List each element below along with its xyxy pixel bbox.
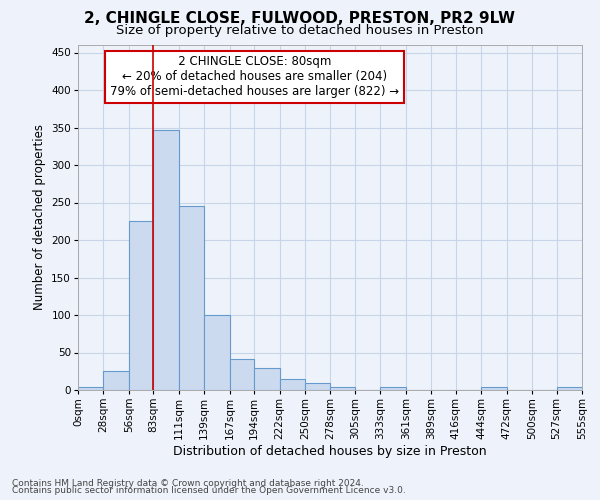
- Bar: [254, 368, 280, 390]
- Y-axis label: Number of detached properties: Number of detached properties: [33, 124, 46, 310]
- Bar: [331, 387, 355, 390]
- Text: Contains HM Land Registry data © Crown copyright and database right 2024.: Contains HM Land Registry data © Crown c…: [12, 478, 364, 488]
- Bar: [305, 382, 331, 390]
- Bar: [280, 379, 305, 390]
- Bar: [204, 315, 230, 390]
- Text: 2, CHINGLE CLOSE, FULWOOD, PRESTON, PR2 9LW: 2, CHINGLE CLOSE, FULWOOD, PRESTON, PR2 …: [85, 11, 515, 26]
- Text: 2 CHINGLE CLOSE: 80sqm   
← 20% of detached houses are smaller (204)
79% of semi: 2 CHINGLE CLOSE: 80sqm ← 20% of detached…: [110, 56, 399, 98]
- Text: Contains public sector information licensed under the Open Government Licence v3: Contains public sector information licen…: [12, 486, 406, 495]
- Bar: [129, 221, 154, 390]
- Bar: [380, 387, 406, 390]
- Bar: [557, 387, 582, 390]
- Text: Size of property relative to detached houses in Preston: Size of property relative to detached ho…: [116, 24, 484, 37]
- X-axis label: Distribution of detached houses by size in Preston: Distribution of detached houses by size …: [173, 444, 487, 458]
- Bar: [103, 370, 129, 390]
- Bar: [230, 359, 254, 390]
- Bar: [78, 387, 103, 390]
- Bar: [481, 387, 506, 390]
- Bar: [154, 130, 179, 390]
- Bar: [179, 206, 204, 390]
